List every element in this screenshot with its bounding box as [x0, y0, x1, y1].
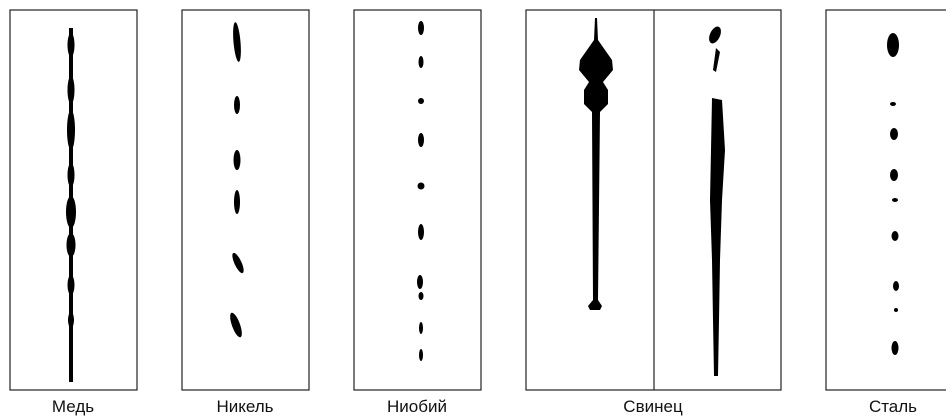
caption: Сталь [869, 397, 917, 416]
panel-copper [10, 10, 137, 390]
figure: Медь Никель Ниобий Свинец Сталь [0, 0, 946, 418]
panel-steel [826, 10, 946, 390]
caption: Ниобий [387, 397, 447, 416]
panel-nickel [182, 10, 309, 390]
panel-niobium [354, 10, 481, 390]
caption: Свинец [623, 397, 683, 416]
panel-lead [526, 10, 781, 390]
caption: Никель [216, 397, 273, 416]
caption: Медь [52, 397, 94, 416]
